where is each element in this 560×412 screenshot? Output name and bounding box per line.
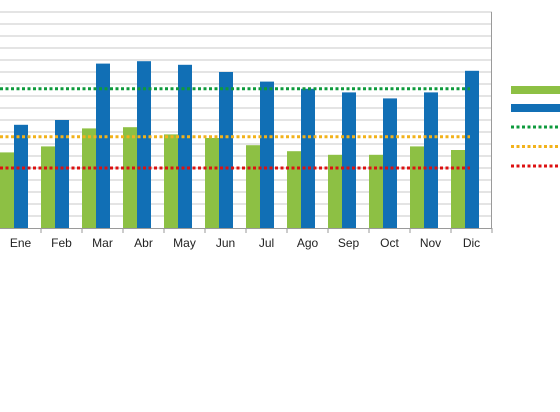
bar-2-nov bbox=[424, 92, 438, 229]
bar-2-may bbox=[178, 64, 192, 228]
bar-1-jul bbox=[246, 145, 260, 228]
bar-1-ene bbox=[0, 152, 14, 228]
axes bbox=[0, 12, 493, 233]
x-tick-label-nov: Nov bbox=[420, 236, 441, 250]
x-tick-label-dic: Dic bbox=[463, 236, 480, 250]
x-tick-labels: Ene Feb Mar Abr May Jun Jul Ago Sep Oct Nov Dic bbox=[10, 236, 480, 250]
bar-1-sep bbox=[328, 154, 342, 228]
bar-1-oct bbox=[369, 154, 383, 228]
bar-1-nov bbox=[410, 146, 424, 228]
x-tick-label-jun: Jun bbox=[216, 236, 235, 250]
legend-swatch-bar-1 bbox=[511, 86, 560, 94]
x-tick-label-feb: Feb bbox=[51, 236, 72, 250]
bar-2-ene bbox=[14, 124, 28, 228]
bar-1-mar bbox=[82, 128, 96, 228]
bar-2-jul bbox=[260, 81, 274, 228]
bar-2-oct bbox=[383, 98, 397, 229]
legend-swatch-bar-2 bbox=[511, 104, 560, 112]
bar-1-ago bbox=[287, 151, 301, 228]
x-tick-label-mar: Mar bbox=[92, 236, 113, 250]
legend bbox=[511, 86, 560, 168]
bar-2-dic bbox=[465, 70, 479, 228]
x-tick-label-ago: Ago bbox=[297, 236, 319, 250]
bars bbox=[0, 61, 479, 229]
x-tick-label-abr: Abr bbox=[134, 236, 153, 250]
x-tick-label-ene: Ene bbox=[10, 236, 32, 250]
x-tick-label-oct: Oct bbox=[380, 236, 399, 250]
x-tick-label-sep: Sep bbox=[338, 236, 360, 250]
bar-2-ago bbox=[301, 88, 315, 228]
bar-2-abr bbox=[137, 61, 151, 229]
x-tick-label-may: May bbox=[173, 236, 196, 250]
bar-2-feb bbox=[55, 120, 69, 228]
bar-2-jun bbox=[219, 72, 233, 228]
bar-1-abr bbox=[123, 127, 137, 228]
reference-lines bbox=[0, 87, 470, 170]
bar-1-may bbox=[164, 134, 178, 228]
bar-1-feb bbox=[41, 146, 55, 228]
bar-2-mar bbox=[96, 63, 110, 228]
bar-1-dic bbox=[451, 150, 465, 228]
bar-2-sep bbox=[342, 92, 356, 229]
x-tick-label-jul: Jul bbox=[259, 236, 274, 250]
bar-1-jun bbox=[205, 138, 219, 228]
